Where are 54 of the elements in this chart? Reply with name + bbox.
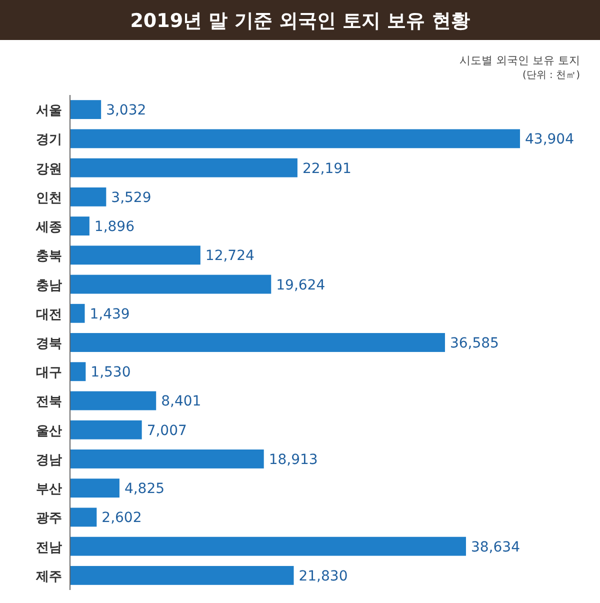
data-label: 4,825 <box>124 481 165 498</box>
bar <box>70 274 272 294</box>
data-label: 21,830 <box>298 568 348 584</box>
text: 시도별 외국인 보유 토지 <box>460 54 580 67</box>
data-label: 12,724 <box>205 248 254 264</box>
data-label: 2,602 <box>102 510 142 526</box>
bar <box>70 450 264 468</box>
y-tick-label: 경남 <box>36 452 62 468</box>
y-tick-label: 인천 <box>36 190 62 206</box>
bar <box>70 362 86 382</box>
data-label: 1,439 <box>90 306 130 322</box>
bar <box>70 508 97 527</box>
y-tick-label: 충남 <box>36 278 62 294</box>
data-label: 1,530 <box>90 364 131 381</box>
y-tick-label: 대전 <box>36 307 62 322</box>
data-label: 38,634 <box>470 539 520 556</box>
y-tick-label: 강원 <box>36 162 62 177</box>
y-tick-label: 경기 <box>36 132 62 148</box>
bar <box>70 246 200 265</box>
bar <box>70 304 85 323</box>
bar <box>70 478 120 498</box>
y-tick-label: 충북 <box>36 249 62 264</box>
bar <box>70 187 106 206</box>
y-tick-label: 서울 <box>36 104 62 119</box>
data-label: 8,401 <box>161 394 202 410</box>
data-label: 36,585 <box>450 336 499 352</box>
y-tick-label: 대구 <box>36 366 62 381</box>
data-label: 18,913 <box>268 452 318 468</box>
bar <box>70 566 294 585</box>
chart-title: 2019년 말 기준 외국인 토지 보유 현황 <box>130 10 470 32</box>
data-label: 3,529 <box>111 190 152 206</box>
y-tick-label: 광주 <box>36 511 62 526</box>
data-label: 19,624 <box>276 277 326 294</box>
data-label: 22,191 <box>302 160 352 177</box>
bar <box>70 129 520 148</box>
bar <box>70 216 90 236</box>
y-tick-label: 전북 <box>36 394 62 410</box>
bar <box>70 536 466 556</box>
data-label: 43,904 <box>525 132 574 148</box>
bar <box>70 100 102 120</box>
data-label: 3,032 <box>106 102 146 119</box>
y-tick-label: 울산 <box>36 424 62 439</box>
bar <box>70 420 142 440</box>
data-label: 1,896 <box>94 219 135 236</box>
y-tick-label: 부산 <box>36 482 62 498</box>
data-label: 7,007 <box>146 422 187 439</box>
bar <box>70 333 445 352</box>
bar <box>70 158 298 178</box>
y-tick-label: 경북 <box>36 336 62 352</box>
text: (단위 : 천㎡) <box>522 70 580 81</box>
y-tick-label: 세종 <box>35 220 62 236</box>
y-tick-label: 제주 <box>35 569 62 584</box>
bar <box>70 391 156 410</box>
y-tick-label: 전남 <box>36 540 62 556</box>
